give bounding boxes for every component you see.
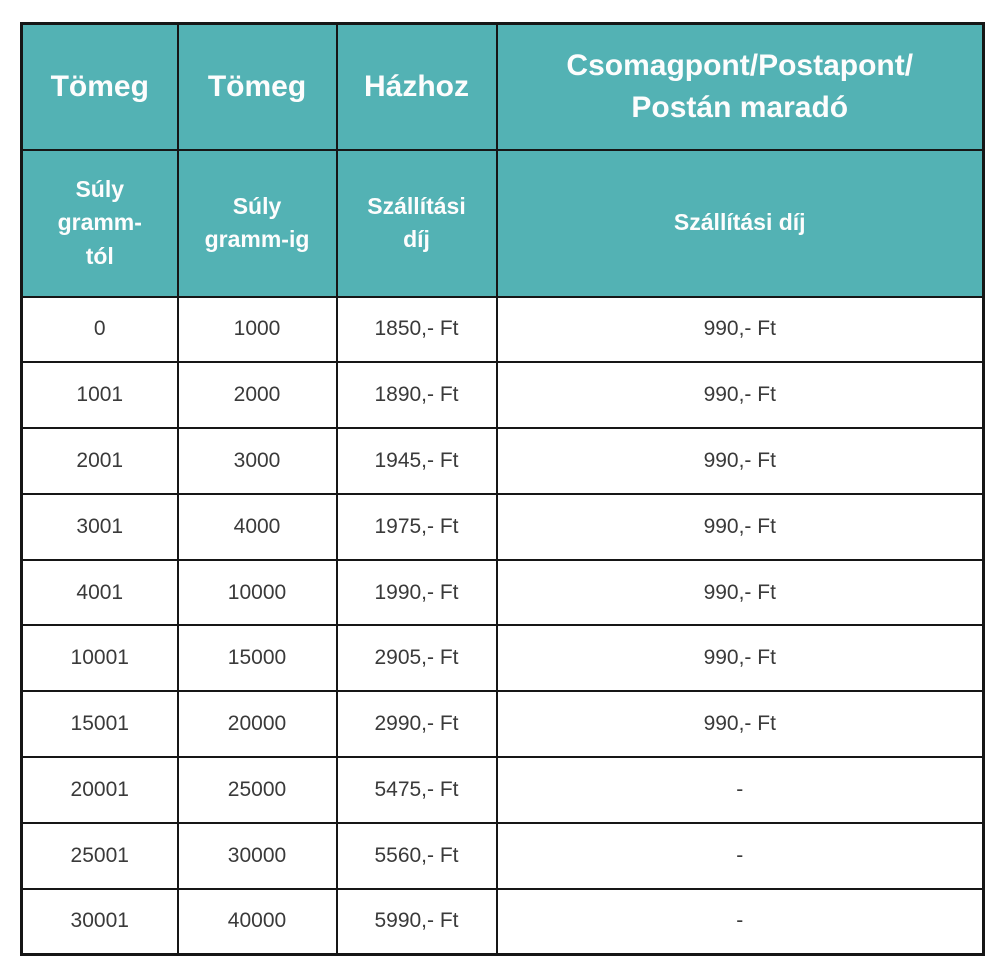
header-row-sub: Súly gramm- tól Súly gramm-ig Szállítási… — [20, 148, 985, 298]
header-home-delivery-fee: Szállítási díj — [335, 148, 498, 298]
cell-weight-to: 4000 — [176, 492, 338, 561]
header-home-delivery-group: Házhoz — [335, 22, 498, 151]
table-row: 30001 40000 5990,- Ft - — [20, 887, 985, 956]
cell-weight-to: 20000 — [176, 690, 338, 759]
cell-weight-to: 25000 — [176, 756, 338, 824]
header-weight-to-group: Tömeg — [176, 22, 338, 151]
cell-pickup-point-fee: 990,- Ft — [495, 624, 985, 693]
cell-pickup-point-fee: 990,- Ft — [495, 361, 985, 430]
cell-weight-to: 1000 — [176, 295, 338, 364]
header-pickup-point-fee: Szállítási díj — [495, 148, 985, 298]
table-row: 20001 25000 5475,- Ft - — [20, 756, 985, 824]
cell-weight-from: 3001 — [20, 492, 179, 561]
cell-home-delivery-fee: 2990,- Ft — [335, 690, 498, 759]
cell-home-delivery-fee: 1975,- Ft — [335, 492, 498, 561]
cell-weight-to: 2000 — [176, 361, 338, 430]
cell-home-delivery-fee: 1850,- Ft — [335, 295, 498, 364]
cell-home-delivery-fee: 1990,- Ft — [335, 558, 498, 627]
header-weight-from-group: Tömeg — [20, 22, 179, 151]
header-weight-from: Súly gramm- tól — [20, 148, 179, 298]
cell-weight-from: 25001 — [20, 821, 179, 890]
cell-weight-to: 3000 — [176, 427, 338, 495]
cell-weight-to: 30000 — [176, 821, 338, 890]
cell-pickup-point-fee: 990,- Ft — [495, 558, 985, 627]
table-row: 0 1000 1850,- Ft 990,- Ft — [20, 295, 985, 364]
table-row: 3001 4000 1975,- Ft 990,- Ft — [20, 492, 985, 561]
cell-weight-from: 30001 — [20, 887, 179, 956]
table-row: 25001 30000 5560,- Ft - — [20, 821, 985, 890]
header-weight-to: Súly gramm-ig — [176, 148, 338, 298]
cell-weight-from: 1001 — [20, 361, 179, 430]
cell-home-delivery-fee: 1945,- Ft — [335, 427, 498, 495]
cell-weight-to: 10000 — [176, 558, 338, 627]
header-pickup-point-group: Csomagpont/Postapont/ Postán maradó — [495, 22, 985, 151]
table-row: 15001 20000 2990,- Ft 990,- Ft — [20, 690, 985, 759]
cell-weight-to: 15000 — [176, 624, 338, 693]
cell-weight-to: 40000 — [176, 887, 338, 956]
table-row: 1001 2000 1890,- Ft 990,- Ft — [20, 361, 985, 430]
cell-pickup-point-fee: - — [495, 821, 985, 890]
cell-weight-from: 20001 — [20, 756, 179, 824]
cell-pickup-point-fee: 990,- Ft — [495, 492, 985, 561]
cell-weight-from: 0 — [20, 295, 179, 364]
cell-home-delivery-fee: 5475,- Ft — [335, 756, 498, 824]
table-row: 10001 15000 2905,- Ft 990,- Ft — [20, 624, 985, 693]
header-row-top: Tömeg Tömeg Házhoz Csomagpont/Postapont/… — [20, 22, 985, 151]
cell-home-delivery-fee: 1890,- Ft — [335, 361, 498, 430]
table-row: 4001 10000 1990,- Ft 990,- Ft — [20, 558, 985, 627]
cell-weight-from: 2001 — [20, 427, 179, 495]
cell-home-delivery-fee: 2905,- Ft — [335, 624, 498, 693]
cell-pickup-point-fee: 990,- Ft — [495, 295, 985, 364]
cell-pickup-point-fee: - — [495, 887, 985, 956]
cell-weight-from: 15001 — [20, 690, 179, 759]
cell-pickup-point-fee: 990,- Ft — [495, 427, 985, 495]
cell-home-delivery-fee: 5990,- Ft — [335, 887, 498, 956]
cell-pickup-point-fee: 990,- Ft — [495, 690, 985, 759]
table-row: 2001 3000 1945,- Ft 990,- Ft — [20, 427, 985, 495]
shipping-rates-table: Tömeg Tömeg Házhoz Csomagpont/Postapont/… — [20, 22, 985, 956]
cell-home-delivery-fee: 5560,- Ft — [335, 821, 498, 890]
cell-pickup-point-fee: - — [495, 756, 985, 824]
cell-weight-from: 4001 — [20, 558, 179, 627]
cell-weight-from: 10001 — [20, 624, 179, 693]
